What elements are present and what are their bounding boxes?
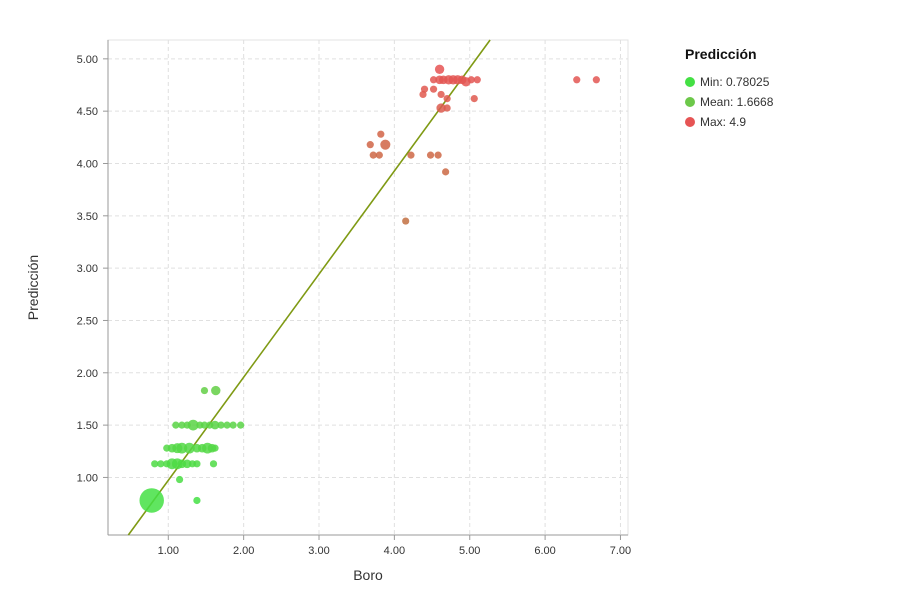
data-point: [436, 103, 446, 113]
data-points: [139, 64, 600, 513]
legend-label-min: Min: 0.78025: [700, 75, 770, 89]
data-point: [211, 385, 221, 396]
data-point: [237, 421, 245, 429]
legend-swatch-mean: [685, 97, 695, 107]
data-point: [573, 76, 581, 84]
data-point: [151, 460, 159, 468]
data-point: [223, 421, 231, 429]
y-tick-label: 1.00: [77, 472, 98, 484]
x-tick-label: 4.00: [384, 545, 405, 557]
y-tick-label: 3.50: [77, 211, 98, 223]
data-point: [407, 151, 415, 159]
data-point: [217, 421, 225, 429]
data-point: [426, 151, 435, 159]
x-axis-title: Boro: [353, 567, 383, 583]
data-point: [380, 139, 391, 150]
x-tick-label: 3.00: [308, 545, 329, 557]
data-point: [470, 95, 478, 103]
legend-item-mean[interactable]: Mean: 1.6668: [685, 92, 773, 112]
data-point: [443, 104, 451, 112]
data-point: [172, 421, 180, 429]
legend: Predicción Min: 0.78025 Mean: 1.6668 Max…: [685, 46, 773, 132]
data-point: [377, 130, 385, 138]
data-point: [369, 151, 377, 159]
data-point: [375, 151, 383, 159]
legend-title: Predicción: [685, 46, 757, 62]
data-point: [211, 444, 219, 452]
legend-label-mean: Mean: 1.6668: [700, 95, 774, 109]
data-point: [429, 76, 438, 84]
legend-item-max[interactable]: Max: 4.9: [685, 112, 773, 132]
data-point: [442, 168, 450, 176]
data-point: [210, 420, 220, 430]
data-point: [402, 217, 410, 225]
data-point: [183, 442, 195, 454]
data-point: [592, 76, 600, 84]
data-point: [157, 460, 165, 468]
data-point: [193, 460, 201, 468]
data-point: [182, 459, 192, 469]
data-point: [193, 496, 201, 505]
data-point: [443, 95, 451, 103]
x-tick-label: 7.00: [610, 545, 631, 557]
data-point: [366, 141, 374, 149]
x-tick-label: 2.00: [233, 545, 254, 557]
data-point: [434, 151, 442, 159]
axes: [103, 40, 628, 540]
data-point: [420, 85, 429, 93]
y-tick-label: 1.50: [77, 420, 98, 432]
data-point: [175, 475, 184, 484]
data-point: [473, 76, 481, 84]
y-tick-label: 4.00: [77, 158, 98, 170]
data-point: [139, 488, 164, 513]
tick-labels: 1.00 2.00 3.00 4.00 5.00 6.00 7.00 1.00 1.50 2.00…: [77, 54, 632, 557]
data-point: [434, 64, 445, 74]
legend-item-min[interactable]: Min: 0.78025: [685, 72, 773, 92]
data-point: [209, 460, 218, 468]
y-tick-label: 4.50: [77, 106, 98, 118]
legend-swatch-min: [685, 77, 695, 87]
data-point: [176, 442, 188, 454]
data-point: [229, 421, 237, 429]
data-point: [200, 386, 209, 395]
y-axis-title: Predicción: [25, 255, 41, 320]
data-point: [467, 76, 475, 84]
x-tick-label: 6.00: [534, 545, 555, 557]
data-point: [187, 419, 199, 431]
data-point: [429, 85, 438, 93]
x-tick-label: 1.00: [158, 545, 179, 557]
legend-swatch-max: [685, 117, 695, 127]
y-tick-label: 2.50: [77, 315, 98, 327]
legend-label-max: Max: 4.9: [700, 115, 747, 129]
y-tick-label: 5.00: [77, 54, 98, 66]
y-tick-label: 2.00: [77, 368, 98, 380]
y-tick-label: 3.00: [77, 263, 98, 275]
data-point: [200, 421, 209, 429]
data-point: [437, 90, 445, 99]
x-tick-label: 5.00: [459, 545, 480, 557]
data-point: [178, 421, 186, 429]
